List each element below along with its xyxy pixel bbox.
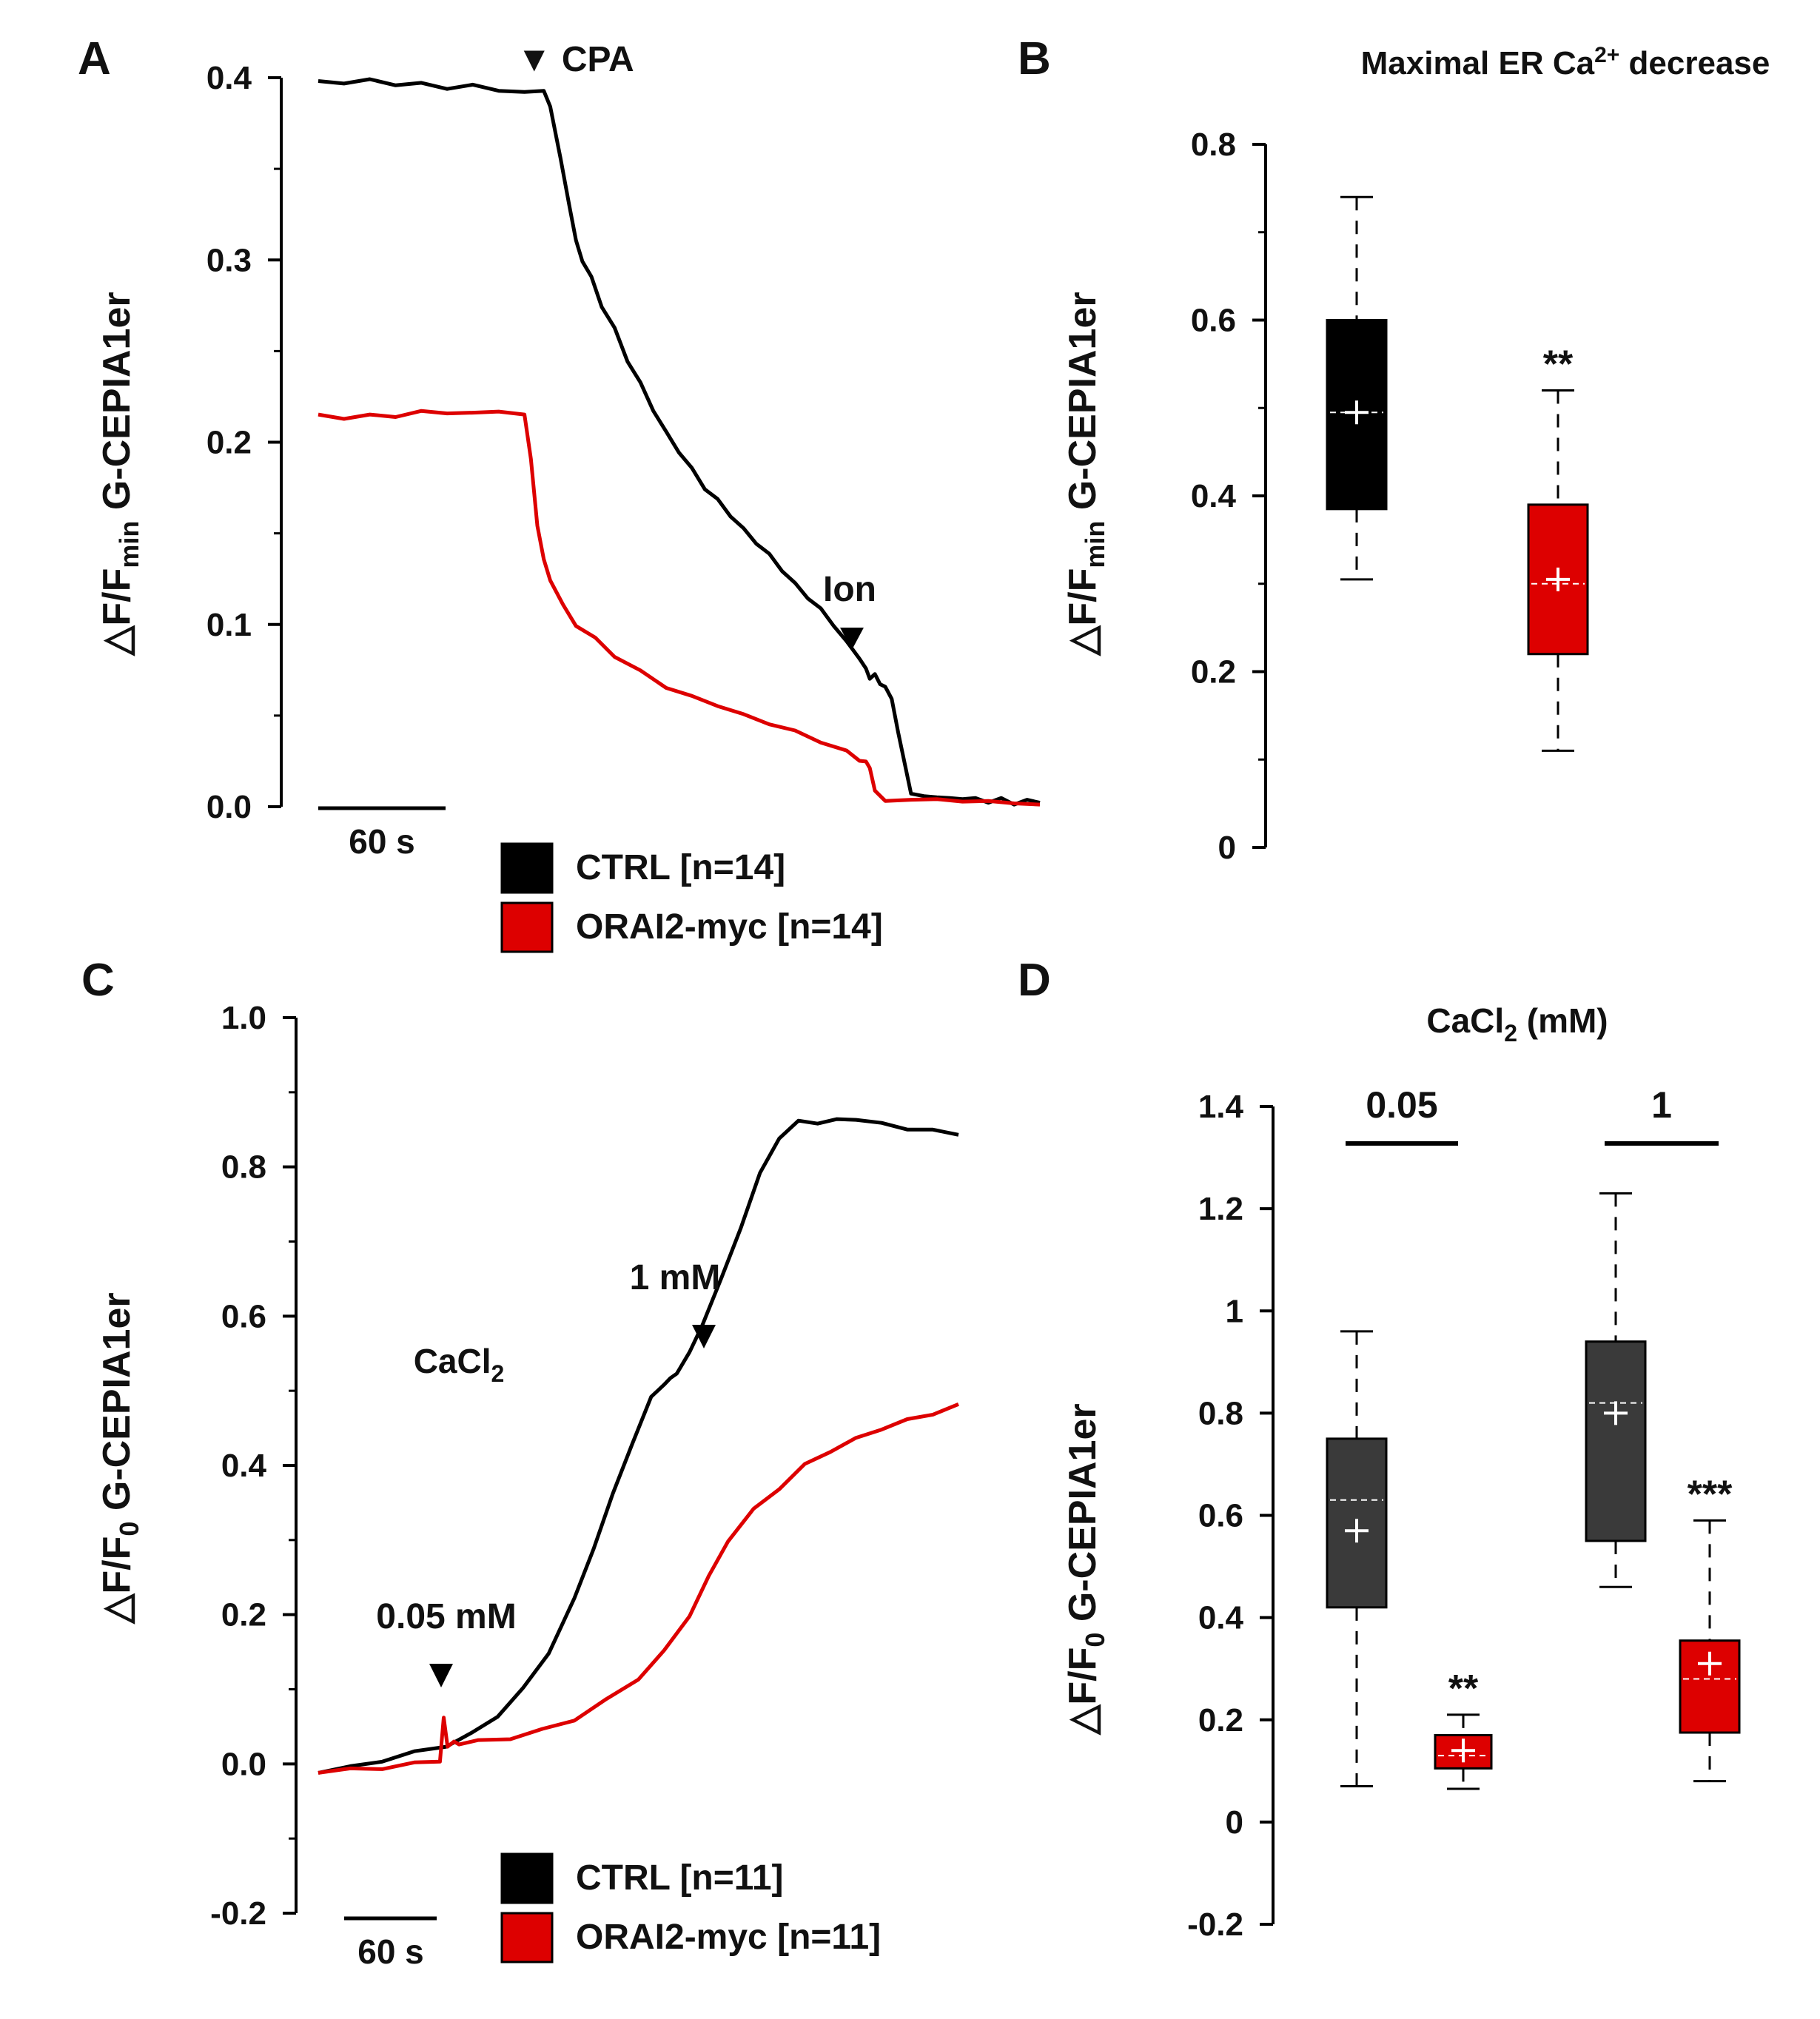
panel-label-c: C (81, 955, 115, 1006)
panel-label-b: B (1018, 33, 1051, 84)
panel-b-box-ctrl-mean-marker (1345, 400, 1369, 425)
panel-b-title: Maximal ER Ca2+ decrease (1361, 43, 1770, 81)
panel-c-y-tick-label: 0.6 (221, 1298, 266, 1334)
panel-c-legend-swatch (500, 1852, 554, 1904)
panel-d-y-tick-label: 0.8 (1198, 1395, 1243, 1431)
panel-c-series-ctrl-line (318, 1117, 959, 1775)
panel-a-series-ctrl-line (318, 77, 1041, 807)
panel-b-y-tick-label: 0.2 (1191, 654, 1236, 691)
panel-c-series-orai2-line (318, 1402, 959, 1775)
panel-a-y-tick-label: 0.3 (206, 242, 252, 278)
panel-b-y-tick-label: 0.6 (1191, 303, 1236, 339)
panel-c-y-tick-label: 1.0 (221, 1000, 266, 1036)
panel-c-scalebar-label: 60 s (357, 1932, 424, 1971)
panel-d-title: CaCl2 (mM) (1426, 1001, 1608, 1047)
panel-d-y-tick-label: 0.6 (1198, 1498, 1243, 1534)
panel-a-legend-swatch (500, 901, 554, 953)
panel-a: △F/Fmin G-CEPIA1er 0.0 0.1 0.2 0.3 0.4 60 s ▼ … (95, 40, 1041, 953)
panel-c: △F/F0 G-CEPIA1er CaCl2 -0.2 0.0 0.2 0.4 0.6 0… (95, 1000, 959, 1971)
panel-d-ylabel: △F/F0 G-CEPIA1er (1061, 1403, 1110, 1736)
panel-a-annotation-ion: Ion (823, 570, 876, 609)
panel-a-ion-arrow (840, 628, 864, 650)
panel-d-y-tick-label: 0.4 (1198, 1600, 1244, 1636)
panel-a-y-tick-label: 0.4 (206, 60, 252, 96)
panel-d-box-ctrl-1-box (1585, 1340, 1647, 1542)
panel-a-y-tick-label: 0.0 (206, 789, 252, 825)
panel-a-scalebar-label: 60 s (349, 822, 415, 861)
panel-c-legend-label: ORAI2-myc [n=11] (576, 1918, 881, 1957)
panel-d-box-orai2-1-significance: *** (1688, 1473, 1733, 1516)
panel-c-1mm-arrow (692, 1325, 716, 1348)
panel-d-box-ctrl-1-mean-marker (1604, 1401, 1628, 1425)
panel-label-a: A (78, 33, 111, 84)
panel-b-box-orai2-significance: ** (1543, 343, 1574, 386)
panel-d-group-label: 0.05 (1366, 1084, 1437, 1126)
panel-b-y-tick-label: 0.8 (1191, 127, 1236, 163)
panel-c-y-tick-label: 0.8 (221, 1149, 266, 1186)
panel-d-box-orai2-005-mean-marker (1451, 1739, 1475, 1763)
panel-label-d: D (1018, 955, 1051, 1006)
panel-d-y-tick-label: -0.2 (1187, 1907, 1243, 1943)
panel-a-annotation-cpa: ▼ CPA (517, 40, 634, 79)
panel-d-box-orai2-005-significance: ** (1448, 1667, 1479, 1710)
panel-c-005mm-arrow (429, 1664, 453, 1687)
panel-c-annotation-005mm: 0.05 mM (376, 1597, 516, 1636)
panel-c-cacl2-label: CaCl2 (414, 1342, 505, 1387)
panel-c-ylabel: △F/F0 G-CEPIA1er (95, 1292, 144, 1625)
panel-c-y-tick-label: 0.0 (221, 1746, 266, 1782)
panel-c-legend-label: CTRL [n=11] (576, 1858, 784, 1898)
panel-a-legend-swatch (500, 842, 554, 894)
panel-a-legend-label: ORAI2-myc [n=14] (576, 907, 883, 947)
panel-c-y-tick-label: 0.4 (221, 1448, 267, 1484)
panel-d-y-tick-label: 0 (1226, 1804, 1243, 1841)
panel-a-ylabel: △F/Fmin G-CEPIA1er (95, 292, 144, 656)
panel-a-legend-label: CTRL [n=14] (576, 848, 785, 887)
panel-c-legend-swatch (500, 1912, 554, 1963)
panel-a-y-tick-label: 0.2 (206, 425, 252, 461)
panel-d-box-orai2-1-mean-marker (1698, 1651, 1722, 1676)
panel-c-annotation-1mm: 1 mM (630, 1258, 721, 1297)
panel-d: CaCl2 (mM) △F/F0 G-CEPIA1er -0.2 0 0.2 0.4 0… (1061, 1001, 1741, 1943)
panel-c-y-tick-label: -0.2 (210, 1895, 266, 1932)
panel-d-y-tick-label: 0.2 (1198, 1702, 1243, 1739)
panel-d-y-tick-label: 1.4 (1198, 1089, 1244, 1125)
panel-b-box-orai2-mean-marker (1546, 567, 1570, 591)
panel-d-y-tick-label: 1 (1226, 1293, 1243, 1329)
panel-c-y-tick-label: 0.2 (221, 1597, 266, 1633)
panel-b-ylabel: △F/Fmin G-CEPIA1er (1061, 292, 1110, 656)
panel-d-group-label: 1 (1651, 1084, 1672, 1126)
panel-a-y-tick-label: 0.1 (206, 607, 252, 643)
panel-b-y-tick-label: 0 (1218, 830, 1236, 866)
panel-b: Maximal ER Ca2+ decrease △F/Fmin G-CEPIA… (1061, 43, 1770, 866)
panel-d-box-ctrl-005-mean-marker (1345, 1519, 1369, 1543)
panel-d-y-tick-label: 1.2 (1198, 1191, 1243, 1227)
panel-a-series-orai2-line (318, 409, 1041, 807)
panel-b-y-tick-label: 0.4 (1191, 478, 1237, 514)
